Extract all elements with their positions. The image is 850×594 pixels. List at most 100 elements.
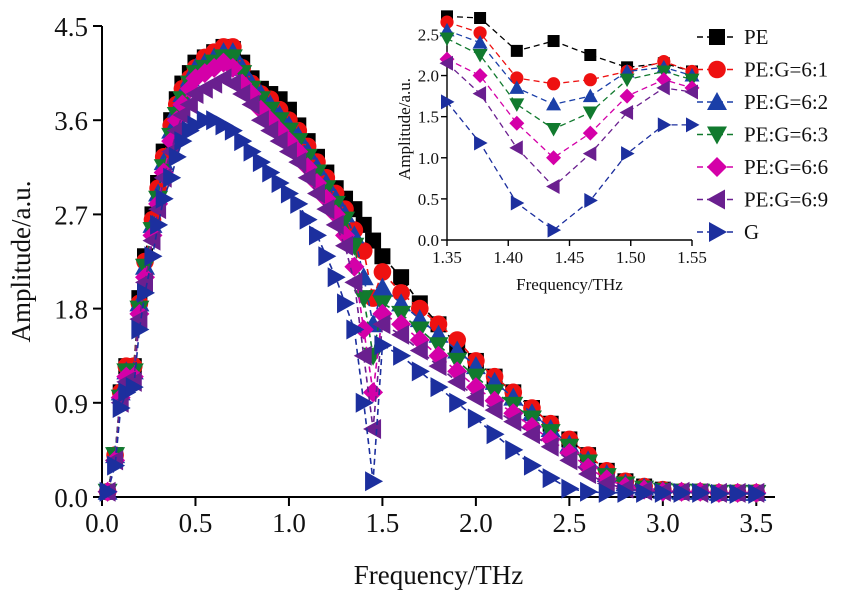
data-point-g xyxy=(580,481,599,502)
x-axis-title: Frequency/THz xyxy=(516,275,623,294)
data-point-g xyxy=(547,222,562,238)
data-point-g xyxy=(617,482,636,503)
data-point-pe-g-6-9 xyxy=(521,424,540,445)
legend-label: G xyxy=(744,220,759,244)
data-point-g xyxy=(224,120,243,141)
y-tick-label: 0.0 xyxy=(54,483,88,513)
data-point-pe-g-6-9 xyxy=(316,199,335,220)
data-point-g xyxy=(308,225,327,246)
y-axis-title: Amplitude/a.u. xyxy=(6,181,36,343)
legend-label: PE:G=6:3 xyxy=(744,123,828,147)
data-point-g xyxy=(234,131,253,152)
y-tick-label: 1.5 xyxy=(418,108,439,127)
inset-plot: 1.35 1.40 1.45 1.50 1.55 0.0 0.5 1.0 1.5 2.0 2.5 Fr… xyxy=(395,10,707,294)
legend-label: PE:G=6:1 xyxy=(744,58,828,82)
x-tick-label: 1.50 xyxy=(616,248,646,267)
data-point-g xyxy=(196,110,215,131)
data-point-g xyxy=(441,94,455,110)
series-line-g xyxy=(446,101,692,231)
y-axis-title: Amplitude/a.u. xyxy=(395,78,414,180)
data-point-pe-g-6-9 xyxy=(619,105,634,121)
data-point-pe-g-6-6 xyxy=(582,125,598,141)
data-point-g xyxy=(262,162,281,183)
y-tick-label: 2.7 xyxy=(54,200,88,230)
x-tick-label: 1.40 xyxy=(493,248,523,267)
data-point-pe-g-6-9 xyxy=(439,55,453,71)
data-point-pe-g-6-6 xyxy=(509,115,525,131)
data-point-g xyxy=(280,183,299,204)
y-tick-label: 3.6 xyxy=(54,106,88,136)
legend-label: PE:G=6:2 xyxy=(744,90,828,114)
data-point-g xyxy=(271,173,290,193)
legend: PE PE:G=6:1 PE:G=6:2 PE:G=6:3 PE:G=6:6 PE:G=6… xyxy=(697,25,828,244)
x-tick-label: 1.5 xyxy=(366,508,400,538)
data-point-pe-g-6-1 xyxy=(440,15,454,29)
data-point-g xyxy=(636,482,655,503)
data-point-pe-g-6-9 xyxy=(472,86,487,102)
data-point-pe-g-6-9 xyxy=(344,272,363,293)
data-point-g xyxy=(112,398,131,419)
data-point-pe-g-6-1 xyxy=(448,331,466,349)
data-point-g xyxy=(561,478,580,499)
data-point-pe-g-6-9 xyxy=(484,400,503,421)
data-point-pe-g-6-9 xyxy=(559,450,578,471)
data-point-pe-g-6-1 xyxy=(429,315,448,334)
legend-marker-pe-g-6-1 xyxy=(708,60,726,79)
data-point-g xyxy=(710,483,729,504)
x-tick-label: 2.0 xyxy=(459,508,493,538)
data-point-pe-g-6-9 xyxy=(129,309,148,330)
data-point-g xyxy=(598,482,617,503)
data-point-pe xyxy=(374,248,391,265)
y-tick-label: 0.0 xyxy=(418,231,439,250)
data-point-g xyxy=(355,392,374,413)
data-point-g xyxy=(523,455,542,476)
legend-label: PE:G=6:6 xyxy=(744,155,828,179)
data-point-pe-g-6-9 xyxy=(179,94,198,115)
x-tick-label: 2.5 xyxy=(552,508,586,538)
legend-marker-pe xyxy=(709,29,725,45)
x-tick-label: 3.5 xyxy=(739,508,773,538)
data-point-pe-g-6-9 xyxy=(297,167,316,188)
data-point-g xyxy=(467,408,486,429)
data-point-g xyxy=(374,335,393,356)
data-point-pe-g-6-2 xyxy=(509,80,525,94)
main-plot: 0.0 0.5 1.0 1.5 2.0 2.5 3.0 3.5 0.0 0.9 1.8 2.7 3.6 4… xyxy=(6,12,775,590)
data-point-pe-g-6-3 xyxy=(439,32,455,47)
data-point-g xyxy=(510,195,525,211)
x-tick-label: 3.0 xyxy=(646,508,680,538)
data-point-pe-g-6-9 xyxy=(684,84,698,100)
data-point-g xyxy=(99,481,118,502)
data-point-pe-g-6-1 xyxy=(546,77,561,91)
data-point-g xyxy=(449,392,468,413)
data-point-g xyxy=(346,319,365,340)
data-point-pe-g-6-3 xyxy=(582,106,598,121)
y-tick-label: 2.5 xyxy=(418,25,439,44)
data-point-pe-g-6-1 xyxy=(583,73,597,87)
data-point-g xyxy=(748,483,767,504)
data-point-pe-g-6-9 xyxy=(288,152,307,173)
data-point-g xyxy=(505,439,524,460)
x-tick-label: 1.55 xyxy=(677,248,707,267)
data-point-pe-g-6-9 xyxy=(582,146,597,162)
data-point-pe-g-6-9 xyxy=(260,120,279,141)
data-point-pe-g-6-9 xyxy=(172,104,191,125)
series-line-pe-g-6-9 xyxy=(106,77,757,494)
series-line-pe-g-6-1 xyxy=(446,21,693,85)
data-point-pe xyxy=(474,12,487,24)
y-tick-label: 2.0 xyxy=(418,67,439,86)
data-point-pe xyxy=(393,269,410,286)
data-point-g xyxy=(144,246,163,267)
data-point-g xyxy=(686,117,700,133)
data-point-g xyxy=(174,131,193,152)
data-point-pe-g-6-2 xyxy=(372,277,393,296)
data-point-pe-g-6-3 xyxy=(619,73,635,88)
data-point-pe-g-6-9 xyxy=(465,387,484,408)
legend-label: PE:G=6:9 xyxy=(744,188,828,212)
data-point-pe-g-6-9 xyxy=(409,340,428,361)
data-point-pe-g-6-9 xyxy=(546,179,560,195)
data-point-g xyxy=(692,482,711,503)
data-point-pe-g-6-1 xyxy=(392,284,410,302)
data-point-g xyxy=(430,377,449,398)
y-tick-label: 1.0 xyxy=(418,149,439,168)
data-point-g xyxy=(155,188,174,209)
